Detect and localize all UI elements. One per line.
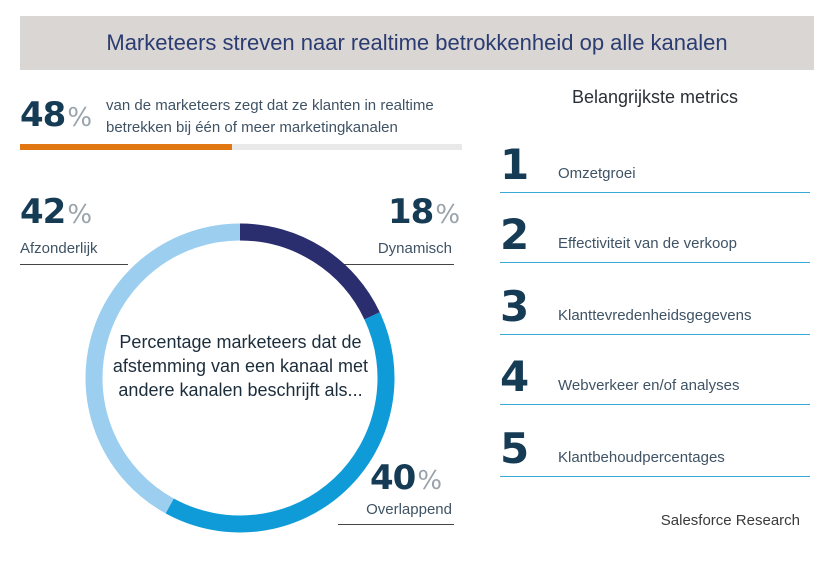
rule-afzonderlijk: [20, 264, 128, 265]
headline-description: van de marketeers zegt dat ze klanten in…: [106, 97, 434, 136]
metrics-title: Belangrijkste metrics: [571, 87, 739, 107]
metric-number: 1: [500, 140, 530, 189]
metric-number: 5: [500, 424, 530, 473]
stat-dynamisch: 18%: [388, 192, 460, 232]
label-overlappend: Overlappend: [366, 501, 452, 518]
metric-item: 3 Klanttevredenheidsgegevens: [500, 276, 810, 335]
donut-center-label: Percentage marketeers dat de afstemming …: [112, 332, 369, 400]
stat-afzonderlijk-pct: %: [67, 200, 92, 230]
metric-item: 2 Effectiviteit van de verkoop: [500, 204, 810, 263]
stat-afzonderlijk-value: 42: [20, 192, 66, 232]
headline-pct: %: [67, 103, 92, 133]
stat-overlappend: 40%: [370, 458, 442, 498]
stat-overlappend-value: 40: [370, 458, 416, 498]
metric-label: Omzetgroei: [558, 165, 636, 182]
metric-number: 4: [500, 352, 530, 401]
donut-slice-dynamisch: [239, 223, 380, 320]
metric-item: 4 Webverkeer en/of analyses: [500, 346, 810, 405]
source-credit: Salesforce Research: [660, 512, 800, 529]
metric-item: 5 Klantbehoudpercentages: [500, 418, 810, 477]
progress-track: [20, 144, 462, 150]
headline-value: 48: [20, 95, 66, 135]
progress-fill: [20, 144, 233, 150]
metric-label: Webverkeer en/of analyses: [558, 377, 740, 394]
stat-dynamisch-pct: %: [435, 200, 460, 230]
metric-label: Klantbehoudpercentages: [558, 449, 725, 466]
stat-overlappend-pct: %: [417, 466, 442, 496]
metric-label: Klanttevredenheidsgegevens: [558, 307, 752, 324]
rule-overlappend: [338, 524, 454, 525]
donut-slice-overlappend: [165, 312, 395, 533]
label-dynamisch: Dynamisch: [377, 240, 452, 257]
headline-stat: 48%: [20, 95, 92, 135]
title-banner: Marketeers streven naar realtime betrokk…: [20, 16, 814, 70]
metric-label: Effectiviteit van de verkoop: [558, 235, 737, 252]
metric-number: 3: [500, 282, 530, 331]
label-afzonderlijk: Afzonderlijk: [20, 240, 98, 257]
rule-dynamisch: [332, 264, 454, 265]
metric-item: 1 Omzetgroei: [500, 134, 810, 193]
metric-number: 2: [500, 210, 530, 259]
page-title: Marketeers streven naar realtime betrokk…: [106, 30, 728, 55]
donut-slice-afzonderlijk: [85, 223, 241, 514]
stat-dynamisch-value: 18: [388, 192, 434, 232]
stat-afzonderlijk: 42%: [20, 192, 92, 232]
